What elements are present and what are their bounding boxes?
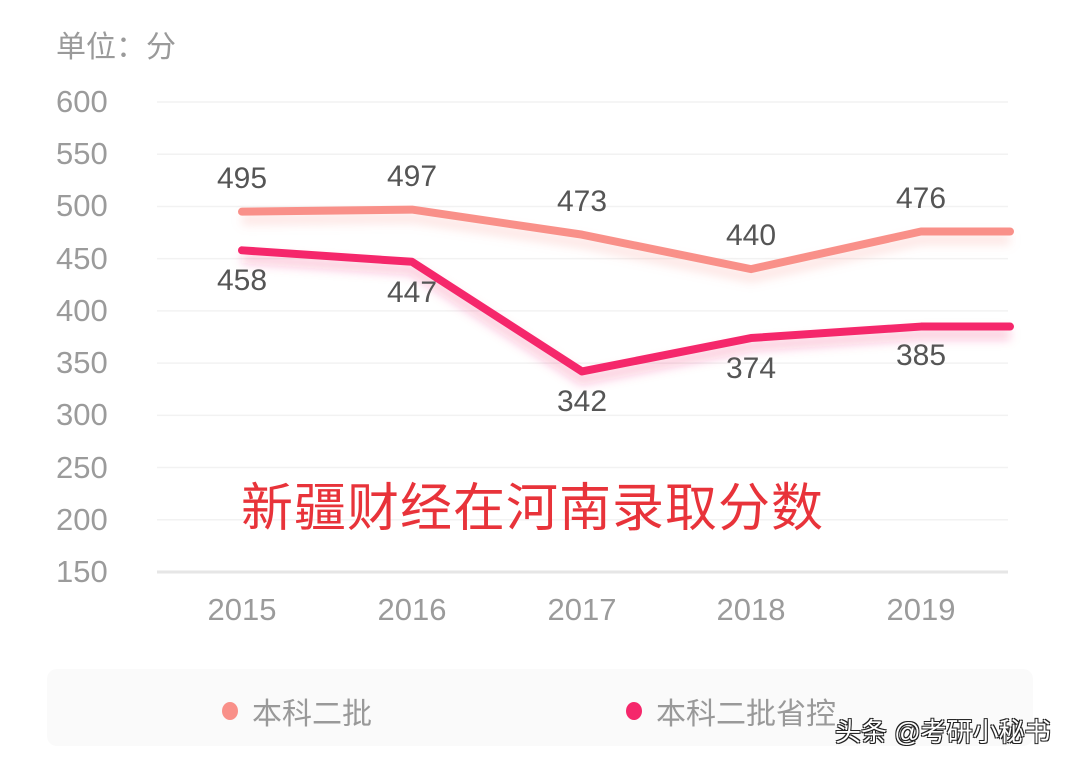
legend-dot-icon	[222, 702, 238, 720]
data-label: 342	[556, 385, 608, 419]
data-label: 385	[895, 338, 947, 372]
x-tick-label: 2016	[377, 592, 447, 627]
series-shadow	[241, 212, 1010, 283]
data-label: 458	[216, 264, 268, 298]
legend-label: 本科二批省控	[656, 698, 836, 731]
data-label: 497	[386, 159, 438, 193]
y-tick-label: 600	[56, 84, 108, 119]
legend-dot-icon	[626, 702, 642, 720]
series-line-1[interactable]	[238, 205, 1014, 274]
unit-label: 单位：分	[56, 31, 176, 64]
x-tick-label: 2018	[716, 592, 786, 627]
y-tick-label: 300	[56, 397, 108, 433]
y-tick-label: 450	[56, 240, 108, 276]
y-tick-label: 250	[56, 449, 108, 485]
data-label: 374	[725, 352, 777, 386]
y-tick-label: 200	[56, 501, 108, 537]
x-tick-label: 2019	[886, 592, 956, 627]
data-label: 476	[895, 181, 947, 215]
data-label: 473	[556, 184, 608, 218]
y-tick-label: 400	[56, 292, 108, 328]
series-line-2[interactable]	[238, 246, 1014, 376]
legend: 本科二批 本科二批省控	[47, 669, 1033, 746]
x-tick-label: 2017	[547, 592, 617, 627]
y-tick-label: 150	[56, 554, 108, 589]
overlay-title: 新疆财经在河南录取分数	[241, 479, 825, 539]
y-tick-label: 350	[56, 345, 108, 381]
legend-item-series1[interactable]: 本科二批	[222, 689, 372, 733]
data-label: 447	[386, 275, 438, 309]
x-tick-label: 2015	[207, 592, 277, 627]
series-shadow	[241, 253, 1010, 385]
legend-item-series2[interactable]: 本科二批省控	[626, 689, 836, 733]
data-label: 495	[216, 161, 268, 195]
legend-label: 本科二批	[252, 698, 372, 731]
watermark: 头条 @考研小秘书	[835, 717, 1051, 747]
y-tick-label: 500	[56, 188, 108, 224]
y-tick-label: 550	[56, 136, 108, 172]
data-label: 440	[725, 219, 777, 253]
